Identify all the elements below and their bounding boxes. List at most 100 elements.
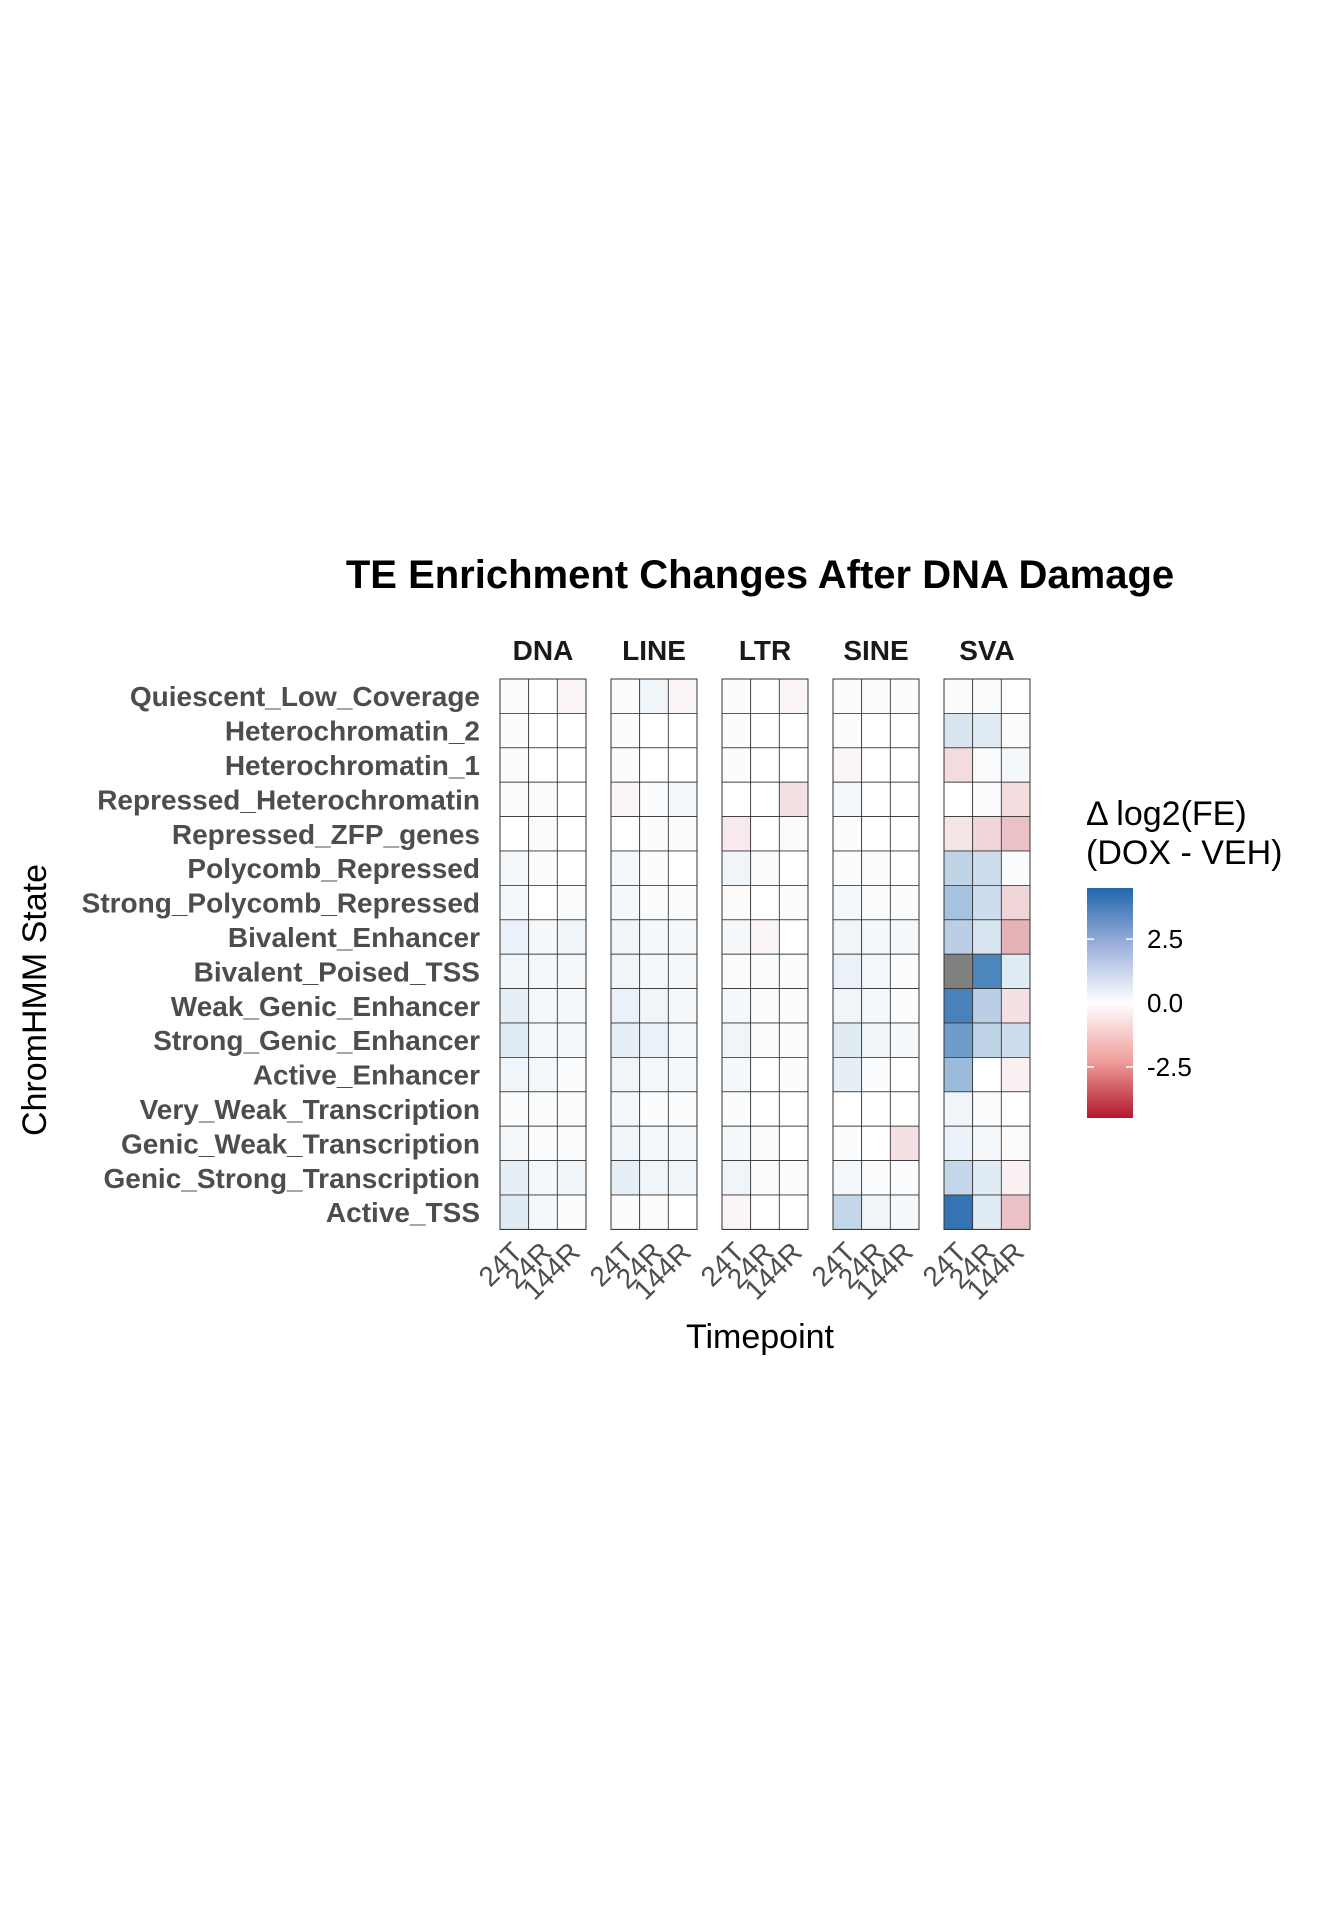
heatmap-cell (778, 953, 809, 990)
heatmap-cell (889, 1057, 920, 1093)
heatmap-cell (667, 781, 698, 818)
heatmap-cell (556, 713, 587, 749)
row-label: Repressed_ZFP_genes (172, 819, 480, 850)
heatmap-cell (832, 781, 863, 818)
x-tick-labels: 24T24R144R24T24R144R24T24R144R24T24R144R… (473, 1236, 1030, 1305)
heatmap-cell (972, 781, 1002, 818)
facet-panel-sine: SINE (832, 635, 920, 1230)
facet-panel-ltr: LTR (721, 635, 809, 1230)
heatmap-cell (610, 885, 641, 921)
heatmap-cell (972, 1022, 1002, 1058)
heatmap-cell (1000, 816, 1031, 852)
heatmap-cell (556, 781, 587, 818)
heatmap-cell (610, 1125, 641, 1161)
heatmap-cell (778, 816, 809, 852)
heatmap-cell (861, 850, 891, 886)
heatmap-cell (832, 1022, 863, 1058)
heatmap-cell (610, 953, 641, 990)
heatmap-cell (943, 747, 974, 783)
heatmap-cell (639, 1125, 669, 1161)
heatmap-cell (972, 816, 1002, 852)
heatmap-cell (943, 1125, 974, 1161)
heatmap-cell (972, 1057, 1002, 1093)
heatmap-cell (667, 1194, 698, 1230)
heatmap-cell (778, 1160, 809, 1196)
heatmap-cell (861, 988, 891, 1024)
row-label: Bivalent_Enhancer (228, 922, 480, 953)
row-label: Active_Enhancer (253, 1060, 480, 1091)
row-label: Bivalent_Poised_TSS (194, 956, 480, 987)
heatmap-cell (778, 713, 809, 749)
facet-panel-border (943, 678, 1031, 1230)
row-label: Genic_Strong_Transcription (103, 1163, 480, 1194)
heatmap-cell (943, 850, 974, 886)
heatmap-cell (778, 1194, 809, 1230)
heatmap-cell (721, 850, 752, 886)
heatmap-cell (832, 747, 863, 783)
heatmap-cell (556, 850, 587, 886)
heatmap-cell (750, 1194, 780, 1230)
heatmap-cell (528, 1125, 558, 1161)
heatmap-cell (750, 885, 780, 921)
heatmap-cell (889, 678, 920, 714)
heatmap-cell (778, 885, 809, 921)
heatmap-cell (889, 1194, 920, 1230)
heatmap-cell (721, 1091, 752, 1127)
heatmap-cell (972, 988, 1002, 1024)
heatmap-cell (889, 885, 920, 921)
heatmap-cell (721, 988, 752, 1024)
heatmap-cell (750, 678, 780, 714)
heatmap-cell (556, 953, 587, 990)
heatmap-cell (499, 988, 530, 1024)
heatmap-cell (667, 850, 698, 886)
heatmap-cell (972, 713, 1002, 749)
heatmap-cell (861, 919, 891, 955)
heatmap-cell (499, 1057, 530, 1093)
heatmap-cell (528, 885, 558, 921)
row-label: Strong_Polycomb_Repressed (82, 888, 480, 919)
facet-strip-label: SINE (843, 635, 908, 666)
facet-panel-line: LINE (610, 635, 698, 1230)
heatmap-cell (667, 713, 698, 749)
heatmap-cell (667, 1022, 698, 1058)
heatmap-cell (778, 747, 809, 783)
heatmap-cell (499, 816, 530, 852)
heatmap-cell (667, 953, 698, 990)
heatmap-cell (556, 678, 587, 714)
heatmap-cell (499, 781, 530, 818)
heatmap-cell (832, 1160, 863, 1196)
heatmap-cell (610, 678, 641, 714)
heatmap-cell (610, 1160, 641, 1196)
heatmap-cell (721, 1057, 752, 1093)
heatmap-cell (1000, 988, 1031, 1024)
legend-ticks: 2.5 0.0 -2.5 (1087, 924, 1192, 1082)
facet-strip-label: LTR (739, 635, 791, 666)
heatmap-cell (1000, 1125, 1031, 1161)
heatmap-cell (832, 988, 863, 1024)
row-labels: Quiescent_Low_Coverage Heterochromatin_2H… (82, 681, 480, 1228)
heatmap-cell (721, 1160, 752, 1196)
heatmap-cell (943, 1160, 974, 1196)
heatmap-cell (889, 850, 920, 886)
heatmap-cell (639, 850, 669, 886)
heatmap-cell (639, 678, 669, 714)
heatmap-cell (778, 1125, 809, 1161)
heatmap-cell (943, 678, 974, 714)
heatmap-cell (889, 816, 920, 852)
heatmap-cell (778, 850, 809, 886)
heatmap-cell (889, 988, 920, 1024)
heatmap-cell (943, 919, 974, 955)
heatmap-cell (1000, 1057, 1031, 1093)
heatmap-cell (1000, 1194, 1031, 1230)
heatmap-cell (610, 1057, 641, 1093)
heatmap-cell (943, 816, 974, 852)
heatmap-cell (610, 816, 641, 852)
heatmap-cell (639, 919, 669, 955)
legend-colorbar (1087, 888, 1133, 1118)
heatmap-cell (972, 885, 1002, 921)
heatmap-cell (1000, 885, 1031, 921)
heatmap-cell (528, 988, 558, 1024)
heatmap-cell (639, 1057, 669, 1093)
heatmap-cell (1000, 747, 1031, 783)
